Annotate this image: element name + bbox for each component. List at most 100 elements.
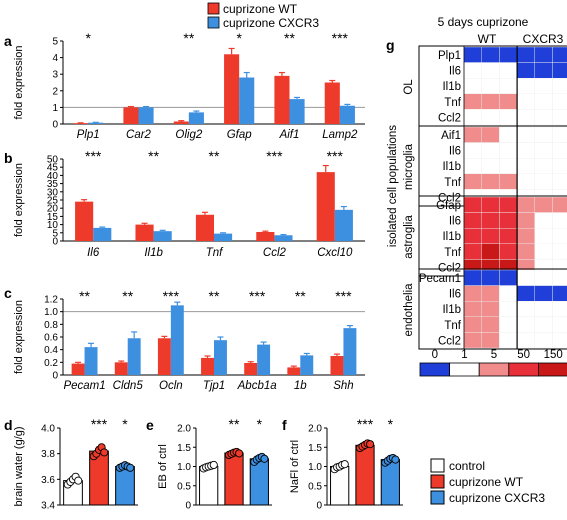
scale-label: 150 [544, 349, 563, 361]
heatmap-cell [552, 157, 567, 174]
heatmap-cell [534, 142, 553, 159]
y-axis-label: EB of ctrl [157, 444, 169, 489]
heatmap-cell [534, 77, 553, 94]
significance-mark: *** [357, 416, 374, 432]
bar [157, 338, 171, 375]
significance-mark: * [388, 416, 394, 432]
heatmap-cell [516, 62, 535, 79]
significance-mark: ** [295, 288, 306, 304]
bar [244, 362, 258, 375]
heatmap-cell [481, 332, 500, 349]
significance-mark: *** [266, 148, 283, 164]
x-tick-label: Il6 [87, 247, 100, 259]
heatmap-cell [463, 243, 482, 260]
bar [123, 107, 139, 124]
x-tick-label: Shh [333, 380, 353, 392]
legend-label: control [449, 459, 485, 473]
bar [316, 172, 335, 241]
heatmap-cell [499, 46, 518, 63]
bar [343, 328, 357, 375]
heatmap-row-label: Il6 [449, 66, 461, 78]
significance-mark: *** [91, 416, 108, 432]
column-group-label: WT [478, 32, 497, 46]
heatmap-cell [499, 227, 518, 244]
bar [71, 363, 85, 375]
heatmap-cell [552, 142, 567, 159]
x-tick-label: Ccl2 [263, 247, 287, 259]
significance-mark: * [85, 30, 91, 46]
bar [153, 231, 172, 241]
heatmap-cell [463, 62, 482, 79]
heatmap-cell [516, 109, 535, 126]
heatmap-cell [481, 109, 500, 126]
heatmap-cell [534, 196, 553, 213]
heatmap-cell [516, 285, 535, 302]
heatmap-cell [534, 285, 553, 302]
panel-label: e [146, 417, 154, 433]
bar [287, 367, 301, 375]
bar [138, 107, 154, 124]
bar [188, 112, 204, 124]
y-tick-label: 45 [47, 163, 59, 174]
y-tick-label: 1 [52, 103, 58, 114]
bar [334, 209, 353, 241]
heatmap-row-label: Tnf [444, 247, 461, 259]
heatmap-cell [499, 126, 518, 143]
heatmap-group-frame [418, 268, 567, 350]
heatmap-cell [534, 332, 553, 349]
y-tick-label: 0.4 [44, 345, 58, 356]
heatmap-cell [481, 77, 500, 94]
scale-swatch [419, 362, 451, 377]
heatmap-row-label: Il6 [449, 146, 461, 158]
y-tick-label: 10 [47, 220, 59, 231]
panel-label: b [4, 150, 13, 166]
heatmap-cell [499, 301, 518, 318]
y-tick-label: 50 [47, 155, 59, 166]
y-tick-label: 1.0 [308, 462, 322, 473]
bar [274, 235, 293, 241]
heatmap-row-label: Il1b [442, 81, 461, 93]
heatmap-cell [534, 316, 553, 333]
bar [73, 123, 89, 124]
significance-mark: *** [332, 30, 349, 46]
x-tick-label: Olig2 [175, 129, 202, 141]
heatmap-cell [534, 243, 553, 260]
y-tick-label: 0 [316, 501, 322, 512]
panel-label: a [4, 33, 12, 49]
heatmap-cell [481, 46, 500, 63]
legend-label: cuprizone WT [223, 2, 298, 16]
bar [201, 357, 214, 375]
bar [170, 305, 184, 375]
y-tick-label: 3 [52, 70, 58, 81]
heatmap-cell [552, 332, 567, 349]
data-point [126, 463, 135, 472]
significance-mark: ** [229, 416, 240, 432]
heatmap-cell [552, 243, 567, 260]
y-tick-label: 0.2 [44, 358, 58, 369]
panel-label: g [386, 37, 395, 53]
data-point [391, 455, 400, 464]
bar [355, 444, 375, 506]
heatmap-cell [552, 316, 567, 333]
legend-label: cuprizone CXCR3 [449, 491, 545, 505]
heatmap-cell [463, 212, 482, 229]
heatmap-cell [552, 77, 567, 94]
legend-swatch [207, 16, 220, 29]
heatmap-row-label: Gfap [436, 200, 461, 212]
data-point [260, 454, 269, 463]
heatmap-cell [481, 227, 500, 244]
x-tick-label: Ocln [159, 380, 183, 392]
heatmap-group-label: microglia [403, 143, 415, 190]
y-tick-label: 2 [52, 86, 58, 97]
heatmap-cell [499, 173, 518, 190]
bar [300, 355, 314, 375]
y-tick-label: 4.0 [41, 424, 55, 435]
significance-mark: ** [209, 148, 220, 164]
x-tick-label: 1b [294, 380, 307, 392]
heatmap-row-label: Tnf [444, 97, 461, 109]
heatmap-cell [481, 243, 500, 260]
heatmap-cell [534, 109, 553, 126]
heatmap-row-label: Ccl2 [438, 335, 461, 347]
y-tick-label: 30 [47, 187, 59, 198]
